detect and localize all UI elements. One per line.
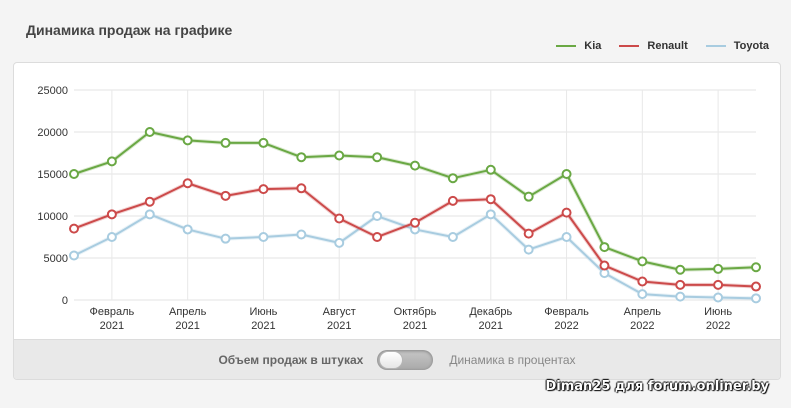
- x-tick-label-year: 2022: [554, 320, 578, 332]
- data-point-kia: [296, 152, 307, 163]
- x-tick-label-month: Август: [323, 306, 356, 318]
- data-point-renault: [106, 209, 117, 220]
- data-point-toyota: [751, 293, 761, 304]
- y-tick-label: 5000: [44, 253, 68, 265]
- x-tick-label-month: Февраль: [544, 306, 589, 318]
- data-point-kia: [69, 169, 79, 179]
- x-tick-label-year: 2021: [479, 320, 503, 332]
- data-point-toyota: [372, 211, 383, 221]
- x-tick-label-year: 2022: [630, 320, 654, 332]
- x-tick-label-year: 2022: [706, 320, 730, 332]
- data-point-kia: [485, 164, 496, 175]
- data-point-toyota: [561, 232, 572, 242]
- toggle-label-percent[interactable]: Динамика в процентах: [449, 352, 576, 367]
- chart-title: Динамика продаж на графике: [26, 22, 233, 38]
- data-point-toyota: [523, 244, 534, 255]
- chart-legend: Kia Renault Toyota: [556, 40, 769, 52]
- data-point-toyota: [69, 250, 79, 261]
- view-mode-switch[interactable]: [377, 349, 434, 370]
- data-point-toyota: [713, 292, 724, 303]
- legend-swatch-toyota: [705, 45, 726, 47]
- data-point-renault: [637, 276, 648, 287]
- data-point-renault: [561, 207, 572, 218]
- x-tick-label-month: Декабрь: [469, 306, 512, 318]
- data-point-renault: [675, 279, 686, 290]
- view-toggle-bar: Объем продаж в штуках Динамика в процент…: [14, 339, 780, 379]
- data-point-renault: [258, 184, 269, 195]
- data-point-toyota: [220, 233, 231, 244]
- data-point-kia: [675, 264, 686, 275]
- x-tick-label-year: 2021: [175, 320, 199, 332]
- data-point-toyota: [258, 232, 269, 242]
- y-tick-label: 20000: [37, 127, 68, 139]
- data-point-renault: [296, 183, 307, 194]
- data-point-toyota: [106, 232, 117, 242]
- data-point-kia: [637, 256, 648, 267]
- data-point-kia: [258, 137, 269, 148]
- legend-item-renault[interactable]: Renault: [619, 40, 688, 52]
- data-point-toyota: [334, 237, 345, 248]
- watermark-text: Diman25 для forum.onliner.by: [545, 379, 769, 394]
- data-point-renault: [713, 279, 724, 290]
- data-point-renault: [334, 213, 345, 224]
- data-point-renault: [182, 178, 193, 189]
- legend-label-kia: Kia: [584, 40, 602, 52]
- x-tick-label-year: 2021: [100, 320, 124, 332]
- x-tick-label-month: Апрель: [624, 306, 662, 318]
- data-point-kia: [599, 242, 610, 253]
- data-point-kia: [751, 262, 761, 273]
- y-tick-label: 10000: [37, 211, 68, 223]
- data-point-kia: [372, 152, 383, 163]
- toggle-label-units[interactable]: Объем продаж в штуках: [218, 352, 364, 367]
- data-point-toyota: [144, 209, 155, 220]
- data-point-toyota: [296, 229, 307, 240]
- data-point-kia: [561, 169, 572, 179]
- switch-knob[interactable]: [379, 350, 404, 369]
- data-point-toyota: [182, 224, 193, 235]
- legend-item-kia[interactable]: Kia: [556, 40, 601, 52]
- data-point-kia: [144, 127, 155, 137]
- data-point-renault: [485, 194, 496, 205]
- chart-panel: 0 5000 10000 15000 20000 25000 Февраль 2021 Апре…: [13, 62, 781, 380]
- data-point-kia: [334, 150, 345, 161]
- data-point-kia: [182, 135, 193, 146]
- x-tick-label-month: Апрель: [169, 306, 207, 318]
- data-point-kia: [410, 160, 420, 171]
- x-tick-label-month: Июнь: [704, 306, 732, 318]
- data-point-toyota: [485, 209, 496, 220]
- legend-label-toyota: Toyota: [733, 40, 769, 52]
- x-tick-label-month: Февраль: [90, 306, 135, 318]
- legend-swatch-kia: [556, 45, 577, 47]
- data-point-kia: [220, 137, 231, 148]
- y-tick-label: 15000: [37, 169, 68, 181]
- x-tick-label-year: 2021: [403, 320, 427, 332]
- data-point-renault: [69, 223, 79, 234]
- data-point-renault: [447, 195, 458, 206]
- legend-item-toyota[interactable]: Toyota: [705, 40, 769, 52]
- data-point-renault: [523, 228, 534, 239]
- data-point-renault: [144, 196, 155, 207]
- data-point-toyota: [675, 291, 686, 302]
- legend-label-renault: Renault: [647, 40, 688, 52]
- x-tick-label-month: Июнь: [249, 306, 277, 318]
- data-point-renault: [410, 217, 420, 228]
- x-tick-label-year: 2021: [327, 320, 351, 332]
- data-point-renault: [220, 190, 231, 201]
- x-tick-label-month: Октябрь: [394, 306, 437, 318]
- data-point-renault: [751, 281, 761, 292]
- data-point-toyota: [637, 289, 648, 300]
- data-point-kia: [447, 173, 458, 184]
- data-point-kia: [106, 156, 117, 167]
- line-chart: 0 5000 10000 15000 20000 25000 Февраль 2021 Апре…: [37, 85, 761, 332]
- data-point-toyota: [447, 232, 458, 242]
- y-tick-label: 0: [62, 295, 68, 307]
- data-point-renault: [372, 232, 383, 242]
- x-tick-label-year: 2021: [251, 320, 275, 332]
- legend-swatch-renault: [619, 45, 640, 47]
- y-tick-label: 25000: [37, 85, 68, 97]
- data-point-renault: [599, 260, 610, 271]
- data-point-kia: [523, 191, 534, 202]
- data-point-kia: [713, 263, 724, 274]
